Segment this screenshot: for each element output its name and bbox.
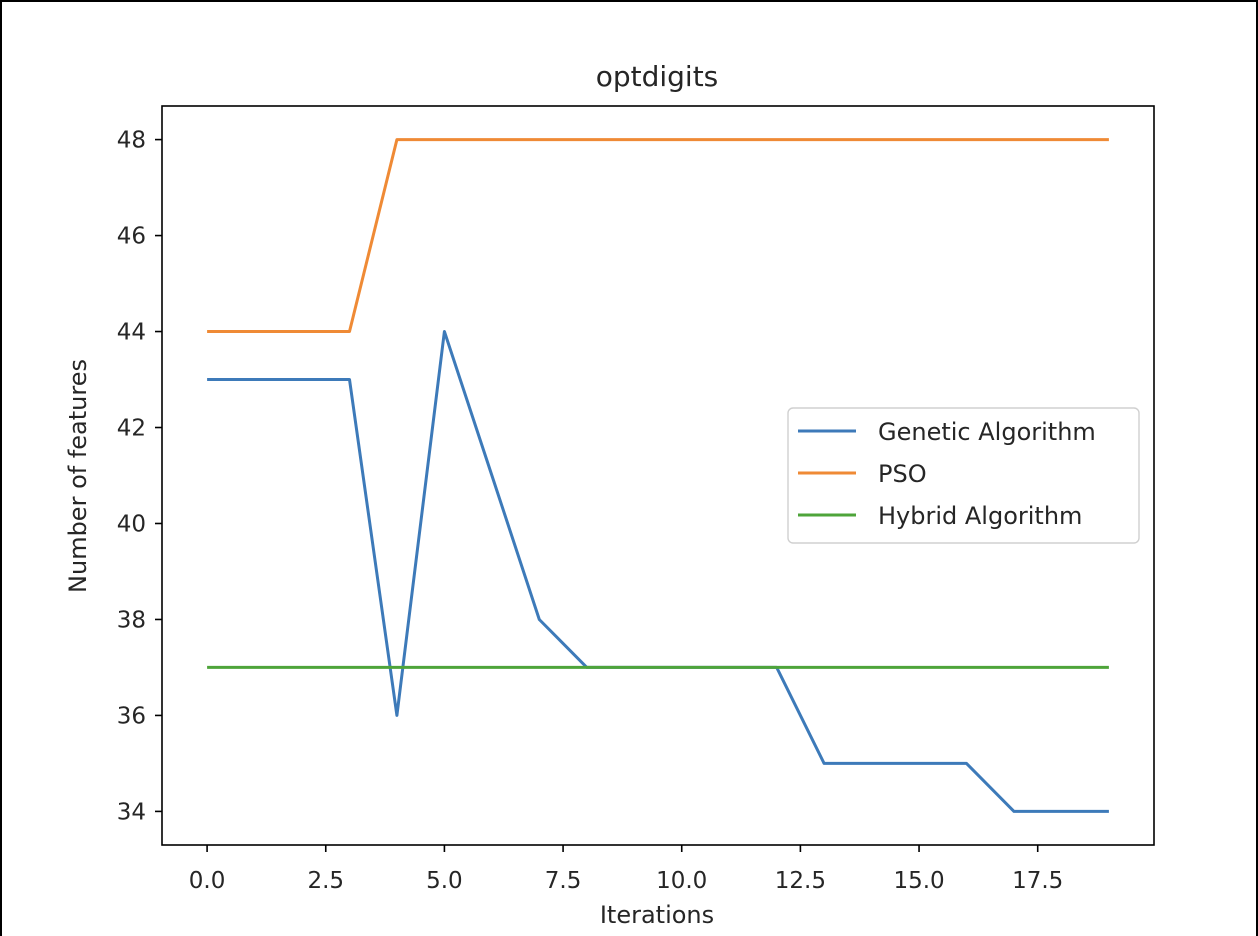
- y-tick-label: 40: [117, 511, 146, 537]
- y-axis-label: Number of features: [64, 359, 92, 593]
- x-axis-label: Iterations: [600, 901, 714, 929]
- x-tick-label: 12.5: [775, 868, 826, 894]
- plot-frame: [161, 105, 1155, 846]
- legend-label: PSO: [878, 460, 927, 488]
- x-axis-ticks: 0.0 2.5 5.0 7.5 10.0 12.5 15.0 17.5: [189, 845, 1063, 894]
- x-tick-label: 17.5: [1012, 868, 1063, 894]
- legend-label: Hybrid Algorithm: [878, 502, 1082, 530]
- y-tick-label: 38: [117, 607, 146, 633]
- y-tick-label: 44: [117, 320, 146, 346]
- y-tick-label: 36: [117, 703, 146, 729]
- y-tick-label: 34: [117, 799, 146, 825]
- y-axis-ticks: 34 36 38 40 42 44 46 48: [117, 128, 162, 825]
- chart-title: optdigits: [596, 60, 719, 93]
- x-tick-label: 0.0: [189, 868, 226, 894]
- x-tick-label: 15.0: [893, 868, 944, 894]
- legend: Genetic Algorithm PSO Hybrid Algorithm: [787, 407, 1140, 544]
- series-line-1: [207, 138, 1109, 333]
- series-line-0: [207, 330, 1109, 813]
- legend-label: Genetic Algorithm: [878, 418, 1096, 446]
- x-tick-label: 10.0: [656, 868, 707, 894]
- x-tick-label: 2.5: [307, 868, 344, 894]
- plot-lines: [207, 138, 1109, 813]
- y-tick-label: 42: [117, 416, 146, 442]
- legend-items: Genetic Algorithm PSO Hybrid Algorithm: [798, 418, 1096, 530]
- x-tick-label: 7.5: [545, 868, 582, 894]
- x-tick-label: 5.0: [426, 868, 463, 894]
- legend-box: [787, 407, 1140, 544]
- y-tick-label: 48: [117, 128, 146, 154]
- y-tick-label: 46: [117, 224, 146, 250]
